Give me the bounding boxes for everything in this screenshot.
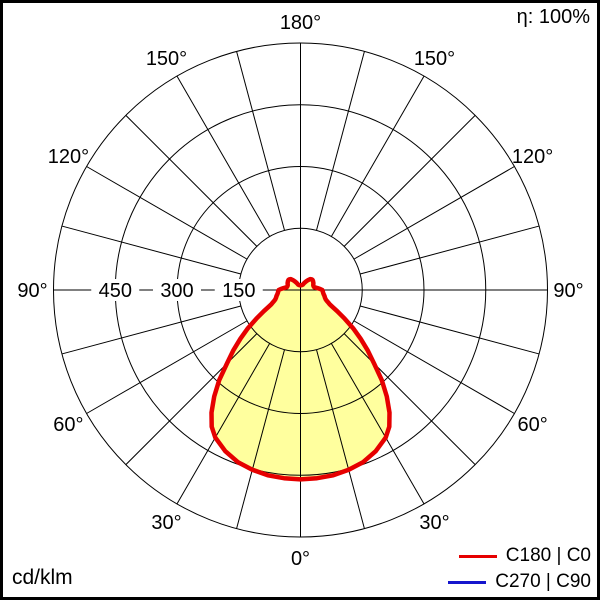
legend: C180 | C0 C270 | C90 <box>448 545 591 593</box>
polar-grid <box>53 42 548 538</box>
angle-tick-label: 120° <box>512 146 553 168</box>
radial-tick-label: 450 <box>99 280 132 302</box>
angle-tick-label: 150° <box>414 48 455 70</box>
angle-tick-label: 180° <box>280 12 321 34</box>
angle-tick-label: 0° <box>291 548 310 570</box>
angle-tick-label: 120° <box>48 146 89 168</box>
efficiency-label: η: 100% <box>516 6 590 28</box>
angle-tick-label: 90° <box>553 280 583 302</box>
angle-tick-label: 90° <box>17 280 47 302</box>
unit-label: cd/klm <box>12 566 73 589</box>
intensity-curve-c180-c0 <box>209 276 392 482</box>
axis-labels: 0° 30° 30° 60° 60° 90° 90° 120° 120° 150° 150° 180°… <box>17 12 583 570</box>
legend-item-c180-c0: C180 | C0 <box>448 545 591 567</box>
angle-tick-label: 60° <box>517 414 547 436</box>
radial-tick-label: 150 <box>222 280 255 302</box>
legend-line-red-icon <box>458 554 497 558</box>
angle-tick-label: 30° <box>151 512 181 534</box>
angle-tick-label: 30° <box>419 512 449 534</box>
legend-line-blue-icon <box>448 580 487 584</box>
angle-tick-label: 60° <box>53 414 83 436</box>
angle-tick-label: 150° <box>146 48 187 70</box>
radial-tick-label: 300 <box>160 280 193 302</box>
legend-label-c180-c0: C180 | C0 <box>505 545 591 566</box>
legend-label-c270-c90: C270 | C90 <box>495 571 591 592</box>
legend-item-c270-c90: C270 | C90 <box>448 571 591 593</box>
